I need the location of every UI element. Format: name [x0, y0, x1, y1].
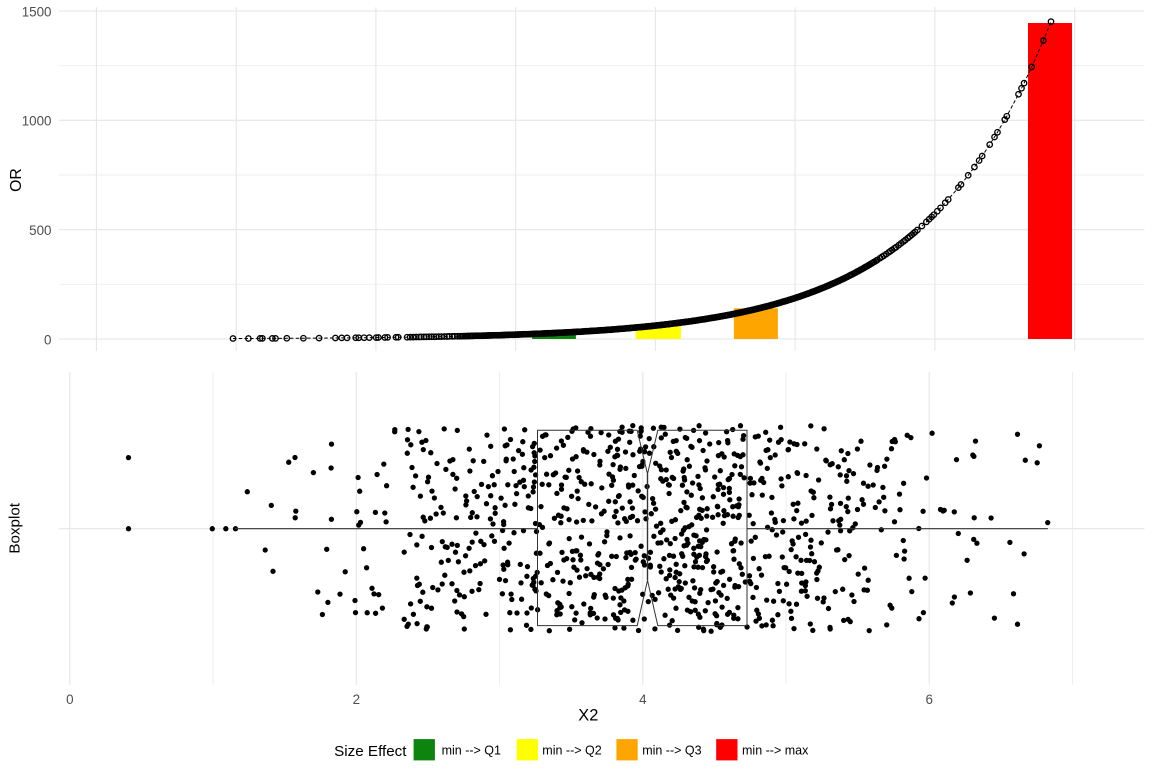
- svg-text:min --> Q2: min --> Q2: [542, 744, 601, 758]
- svg-text:1500: 1500: [22, 4, 52, 19]
- svg-text:2: 2: [353, 692, 360, 707]
- svg-text:OR: OR: [8, 168, 25, 192]
- svg-text:X2: X2: [578, 707, 598, 725]
- svg-text:min --> Q3: min --> Q3: [642, 744, 701, 758]
- svg-text:Boxplot: Boxplot: [7, 502, 24, 553]
- svg-text:min --> Q1: min --> Q1: [442, 744, 501, 758]
- svg-text:4: 4: [639, 692, 647, 707]
- svg-text:6: 6: [925, 692, 932, 707]
- svg-text:500: 500: [29, 223, 51, 238]
- svg-text:Size Effect: Size Effect: [334, 743, 407, 760]
- svg-text:0: 0: [66, 692, 73, 707]
- svg-text:1000: 1000: [22, 114, 52, 129]
- svg-text:0: 0: [44, 332, 51, 347]
- svg-text:min --> max: min --> max: [742, 744, 809, 758]
